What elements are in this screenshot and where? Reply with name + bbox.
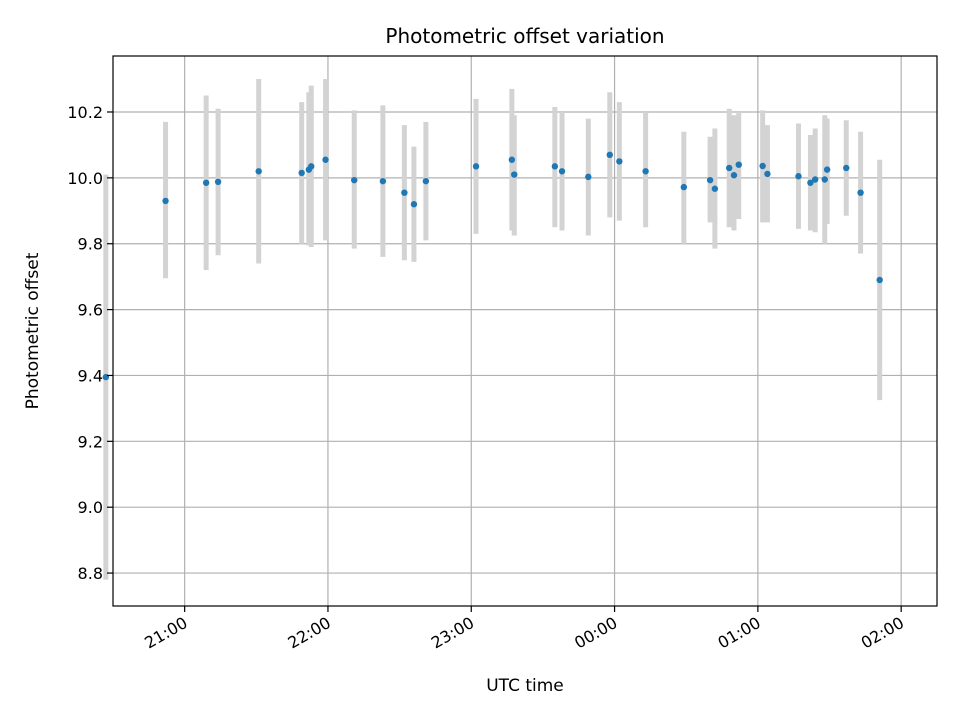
y-tick-label: 9.2 — [78, 432, 103, 451]
data-point — [410, 201, 418, 208]
data-point — [472, 163, 480, 170]
data-point — [764, 170, 771, 178]
data-point — [730, 172, 738, 179]
y-tick-label: 9.0 — [78, 498, 103, 517]
data-point — [379, 177, 387, 185]
y-tick-label: 9.6 — [78, 301, 103, 320]
data-point — [606, 151, 613, 159]
data-point — [795, 173, 802, 180]
y-tick-label: 10.0 — [67, 169, 103, 188]
y-tick-label: 9.4 — [78, 366, 103, 385]
grid — [113, 56, 937, 606]
data-point — [857, 189, 864, 196]
data-point — [811, 176, 819, 183]
data-point — [735, 161, 742, 168]
y-axis-title: Photometric offset — [23, 252, 43, 409]
data-point — [558, 168, 566, 175]
data-point — [322, 156, 329, 163]
data-point — [508, 156, 516, 163]
data-point — [308, 163, 315, 170]
errorbars — [103, 79, 883, 580]
data-point — [511, 171, 518, 178]
data-point — [585, 173, 592, 181]
data-point — [711, 185, 719, 192]
y-tick-label: 10.2 — [67, 103, 103, 122]
data-point — [821, 176, 828, 183]
data-point — [401, 189, 408, 196]
chart-title: Photometric offset variation — [385, 24, 664, 48]
data-point — [551, 163, 559, 170]
data-point — [642, 168, 649, 175]
x-axis-title: UTC time — [486, 676, 564, 696]
y-tick-label: 9.8 — [78, 235, 103, 254]
data-points — [102, 151, 883, 381]
data-point — [351, 176, 358, 184]
data-point — [823, 166, 831, 173]
data-point — [298, 169, 305, 177]
x-tick-label: 21:00 — [141, 613, 190, 653]
y-tick-label: 8.8 — [78, 564, 103, 583]
x-tick-label: 01:00 — [714, 613, 763, 653]
x-tick-label: 00:00 — [571, 613, 620, 653]
data-point — [843, 164, 850, 172]
x-tick-label: 23:00 — [428, 613, 477, 653]
y-axis: 8.8 9.0 9.2 9.4 9.6 9.8 10.0 10.2 — [67, 103, 113, 583]
data-point — [759, 162, 766, 170]
x-axis: 21:00 22:00 23:00 00:00 01:00 02:00 — [141, 606, 907, 653]
data-point — [202, 179, 210, 186]
data-point — [807, 179, 814, 186]
data-point — [255, 168, 262, 175]
data-point — [422, 177, 430, 185]
plot-frame — [112, 55, 938, 607]
data-point — [162, 197, 169, 205]
data-point — [876, 276, 883, 284]
data-point — [706, 176, 714, 184]
x-tick-label: 02:00 — [858, 613, 907, 653]
data-point — [680, 183, 688, 191]
data-point — [726, 164, 733, 172]
x-tick-label: 22:00 — [285, 613, 334, 653]
data-point — [616, 158, 623, 165]
data-point — [214, 178, 222, 186]
